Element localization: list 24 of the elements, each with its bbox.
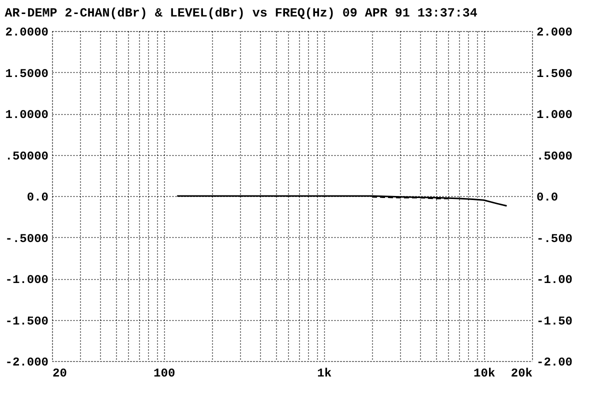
y-tick-label: -1.500	[5, 314, 48, 328]
y2-tick-label: -.500	[536, 232, 573, 246]
y-tick-label: .50000	[5, 149, 48, 164]
x-tick-label: 10k	[474, 366, 496, 380]
y-tick-label: -.5000	[5, 232, 48, 246]
y2-tick-label: 0.0	[536, 190, 558, 204]
y-tick-label: 1.0000	[5, 108, 48, 122]
x-tick-label: 20	[52, 366, 67, 380]
y-tick-label: -2.000	[5, 356, 48, 370]
y2-tick-label: -1.00	[536, 273, 573, 287]
x-tick-label: 1k	[317, 366, 332, 380]
y2-tick-label: 1.000	[536, 108, 573, 122]
x-tick-label: 20k	[510, 366, 532, 380]
y-tick-label: -1.000	[5, 273, 48, 287]
y-tick-label: 1.5000	[5, 66, 48, 81]
y2-tick-label: 1.500	[536, 66, 573, 81]
y2-tick-label: -2.00	[536, 356, 573, 370]
y-tick-label: 2.0000	[5, 26, 48, 40]
y2-tick-label: .5000	[536, 149, 573, 164]
y2-tick-label: 2.000	[536, 26, 573, 40]
y-tick-label: 0.0	[26, 190, 48, 204]
y2-tick-label: -1.50	[536, 314, 573, 328]
chart-title: AR-DEMP 2-CHAN(dBr) & LEVEL(dBr) vs FREQ(Hz) 09 APR 91 13:37:34	[4, 6, 478, 20]
x-tick-label: 100	[154, 366, 176, 380]
